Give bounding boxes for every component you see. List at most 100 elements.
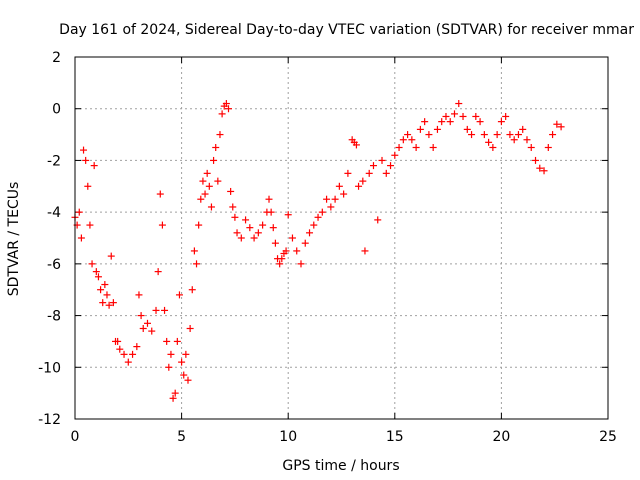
data-point bbox=[468, 131, 476, 139]
data-point bbox=[135, 291, 143, 299]
x-tick-label: 5 bbox=[177, 429, 186, 445]
data-point bbox=[114, 337, 122, 345]
data-point bbox=[190, 247, 198, 255]
data-point bbox=[148, 327, 156, 335]
data-point bbox=[180, 371, 188, 379]
data-point bbox=[314, 213, 322, 221]
data-point bbox=[246, 224, 254, 232]
data-point bbox=[421, 118, 429, 126]
data-point bbox=[212, 144, 220, 151]
data-point bbox=[80, 146, 88, 154]
data-point bbox=[173, 337, 181, 345]
data-point bbox=[90, 162, 98, 170]
data-point bbox=[103, 291, 111, 299]
data-point bbox=[271, 239, 279, 247]
x-axis-label: GPS time / hours bbox=[282, 458, 399, 474]
data-point bbox=[84, 182, 92, 190]
data-point bbox=[75, 208, 83, 216]
data-point bbox=[105, 301, 113, 309]
data-point bbox=[171, 389, 179, 397]
data-point bbox=[412, 144, 420, 151]
data-point bbox=[214, 177, 222, 185]
data-point bbox=[374, 216, 382, 224]
data-point bbox=[361, 247, 369, 255]
x-tick-label: 0 bbox=[71, 429, 80, 445]
data-point bbox=[163, 337, 171, 345]
x-tick-label: 15 bbox=[386, 429, 404, 445]
data-point bbox=[344, 169, 352, 177]
y-tick-label: 0 bbox=[52, 102, 61, 118]
data-point bbox=[318, 208, 326, 216]
data-point bbox=[165, 363, 173, 371]
data-point bbox=[514, 131, 522, 139]
data-point bbox=[399, 136, 407, 144]
data-point bbox=[459, 112, 467, 120]
data-point bbox=[195, 221, 203, 229]
data-point bbox=[502, 112, 510, 120]
data-point bbox=[544, 144, 552, 151]
data-point bbox=[476, 118, 484, 126]
data-point bbox=[532, 156, 540, 164]
data-point bbox=[225, 105, 233, 113]
data-point bbox=[489, 144, 497, 151]
data-point bbox=[278, 255, 286, 263]
data-point bbox=[352, 141, 360, 149]
data-point bbox=[282, 247, 290, 255]
data-point bbox=[327, 203, 335, 211]
data-point bbox=[472, 112, 480, 120]
data-point bbox=[536, 164, 544, 172]
data-point bbox=[485, 138, 493, 146]
data-point bbox=[527, 144, 535, 151]
data-point bbox=[438, 118, 446, 126]
data-point bbox=[116, 345, 124, 353]
data-point bbox=[92, 268, 100, 276]
data-point bbox=[355, 182, 363, 190]
data-point bbox=[480, 131, 488, 139]
data-point bbox=[549, 131, 557, 139]
data-point bbox=[152, 306, 160, 314]
data-point bbox=[510, 136, 518, 144]
data-point bbox=[133, 343, 141, 351]
data-point bbox=[229, 203, 237, 211]
data-point bbox=[154, 268, 162, 276]
data-point bbox=[233, 229, 241, 237]
data-point bbox=[335, 182, 343, 190]
y-tick-label: 2 bbox=[52, 50, 61, 66]
data-point bbox=[425, 131, 433, 139]
y-tick-label: -4 bbox=[47, 205, 61, 221]
data-point bbox=[276, 260, 284, 268]
data-point bbox=[359, 177, 367, 185]
data-point bbox=[161, 306, 169, 314]
y-tick-labels: -12 -10 -8 -6 -4 -2 0 2 bbox=[38, 50, 61, 428]
data-point bbox=[175, 291, 183, 299]
data-point bbox=[429, 144, 437, 151]
data-point bbox=[193, 260, 201, 268]
data-point bbox=[497, 118, 505, 126]
data-point bbox=[137, 312, 145, 320]
data-point bbox=[101, 281, 109, 289]
data-point bbox=[250, 234, 258, 242]
data-point bbox=[269, 224, 277, 232]
y-tick-label: -2 bbox=[47, 153, 61, 169]
data-point bbox=[442, 112, 450, 120]
data-point bbox=[197, 195, 205, 203]
data-point bbox=[323, 195, 331, 203]
data-point bbox=[340, 190, 348, 198]
data-point bbox=[395, 144, 403, 151]
data-point bbox=[184, 376, 192, 384]
data-point bbox=[310, 221, 318, 229]
data-point bbox=[306, 229, 314, 237]
data-point bbox=[463, 125, 471, 133]
data-point bbox=[156, 190, 164, 198]
data-point bbox=[446, 118, 454, 126]
data-point bbox=[297, 260, 305, 268]
data-point bbox=[205, 182, 213, 190]
data-point bbox=[254, 229, 262, 237]
data-point bbox=[369, 162, 377, 170]
data-point bbox=[433, 125, 441, 133]
y-tick-label: -12 bbox=[38, 412, 61, 428]
data-point bbox=[242, 216, 250, 224]
data-point bbox=[124, 358, 132, 366]
data-point bbox=[210, 156, 218, 164]
